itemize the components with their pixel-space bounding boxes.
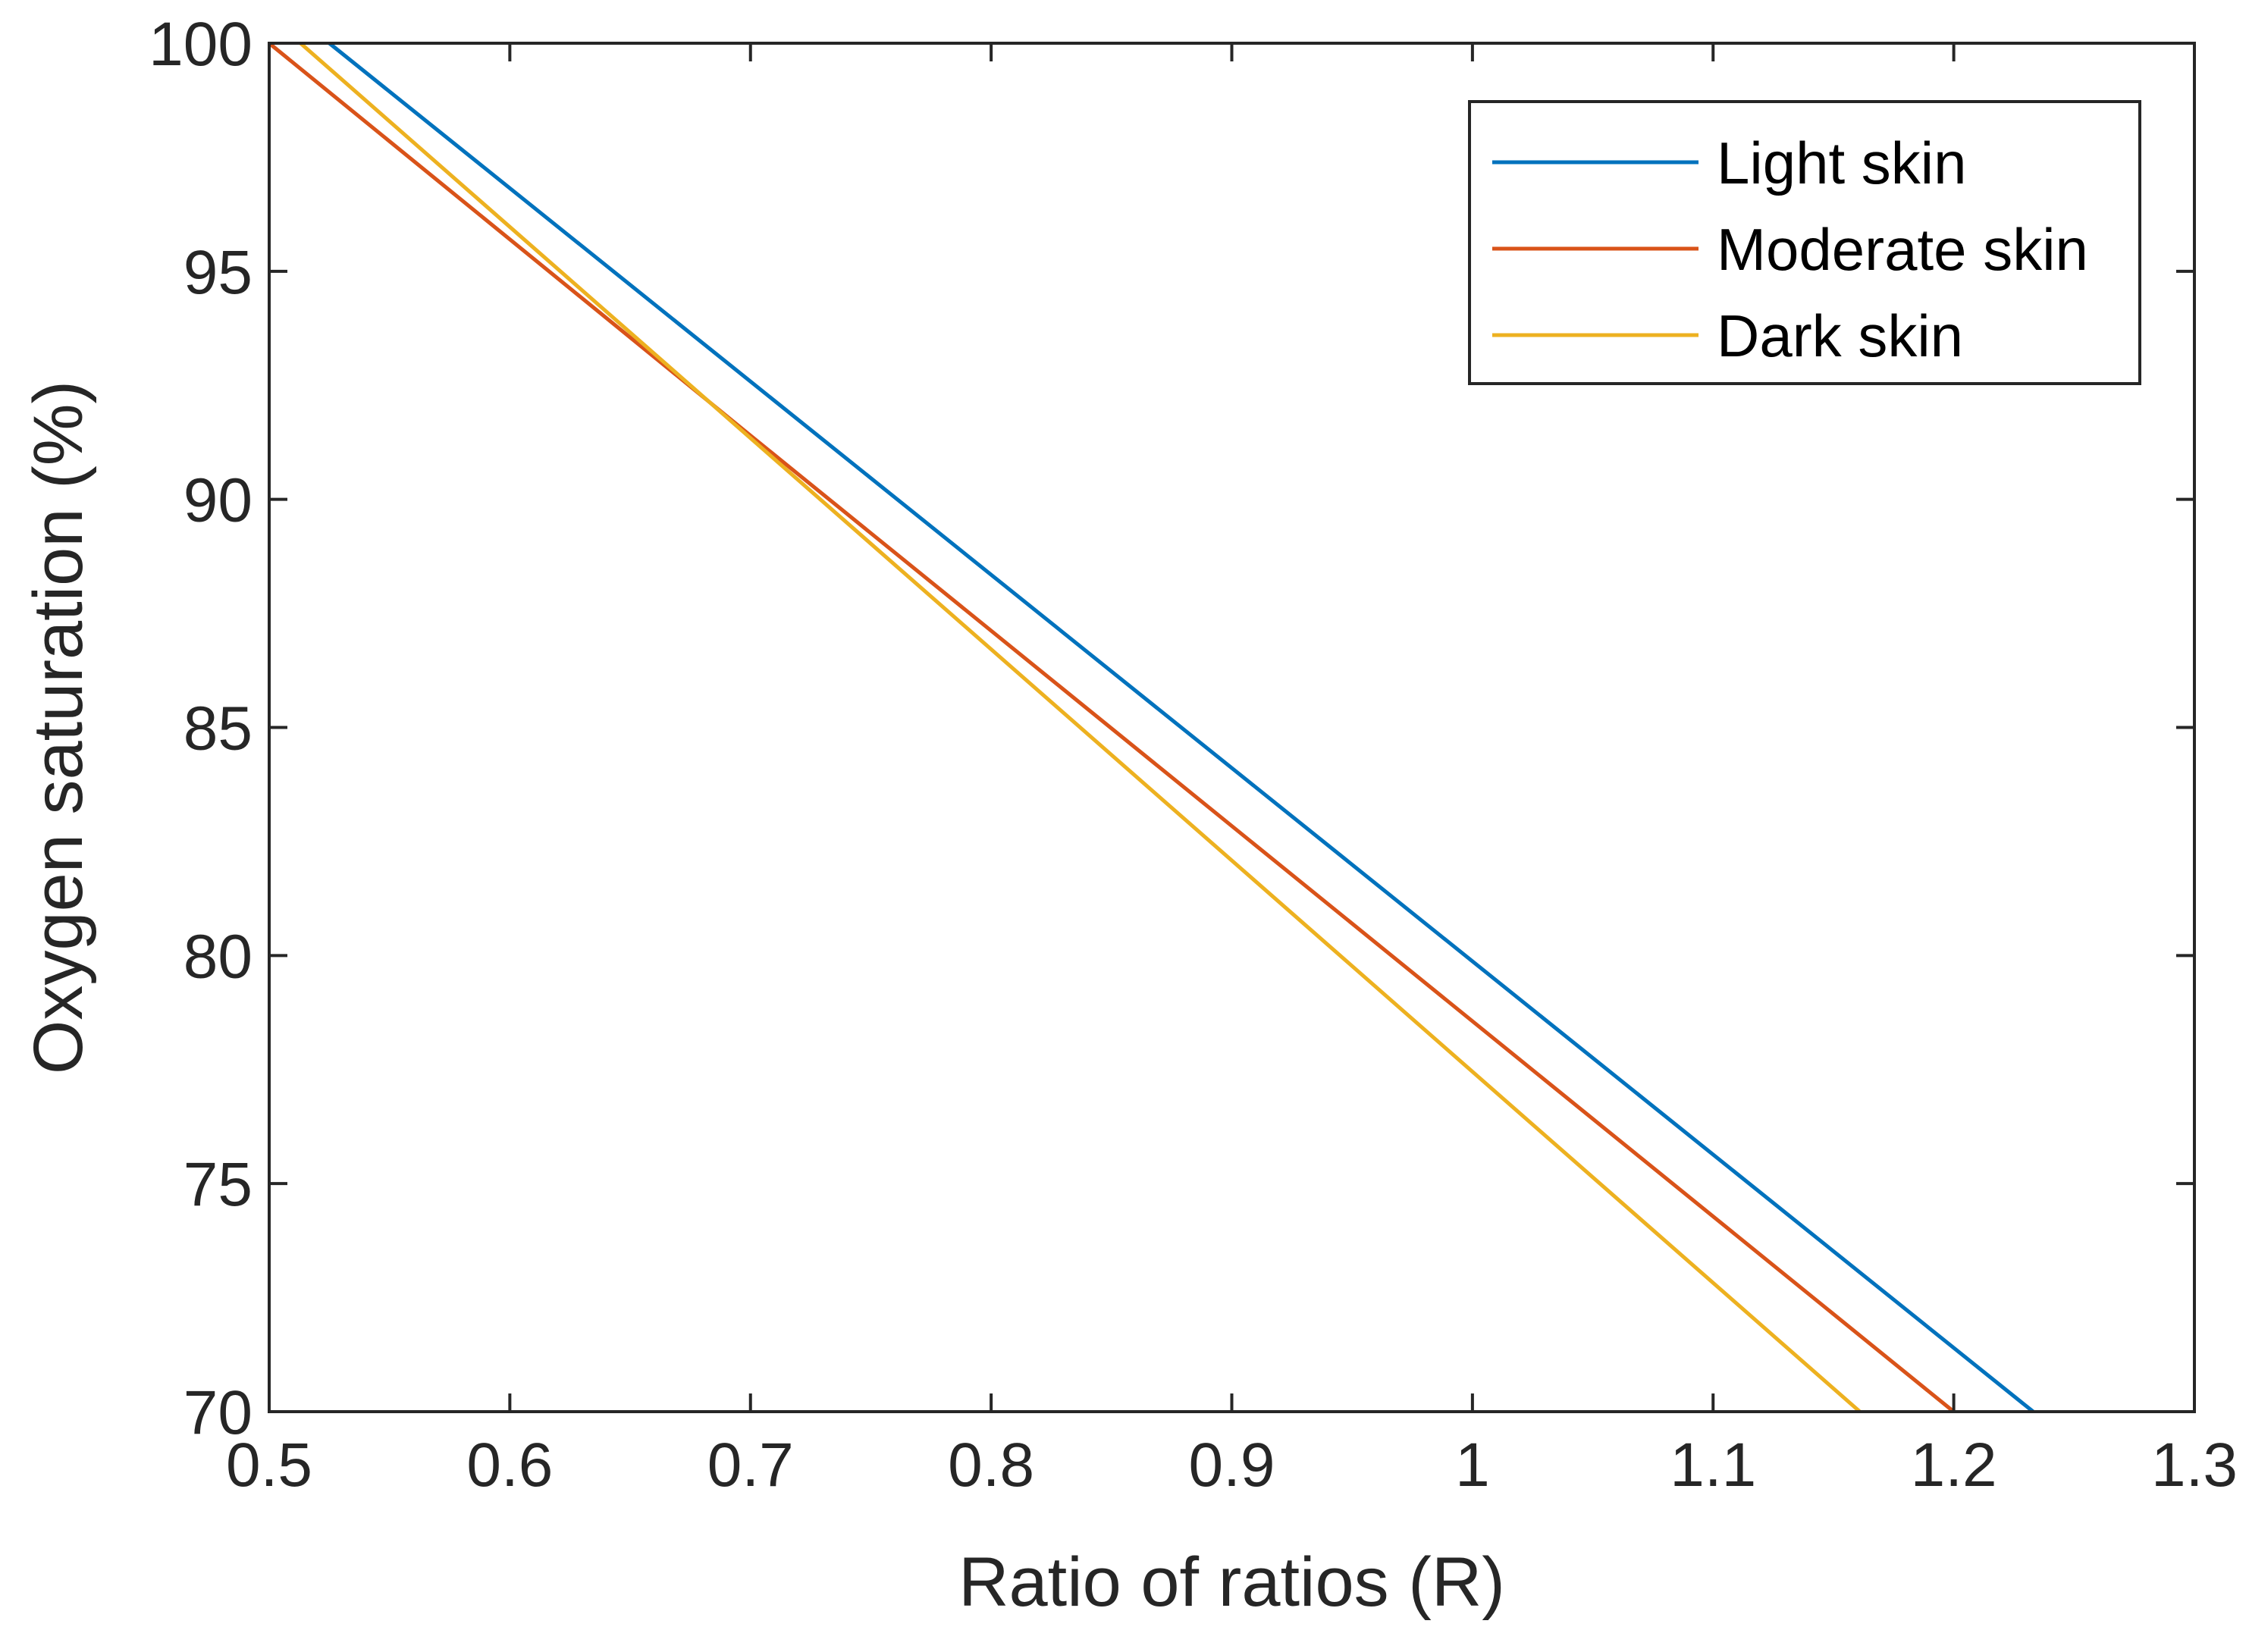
ticks-layer [268,42,2196,1413]
legend-label: Light skin [1717,130,1967,196]
legend: Light skin Moderate skin Dark skin [1468,100,2141,385]
legend-label: Moderate skin [1717,216,2088,283]
y-tick-label: 75 [183,1150,253,1219]
y-tick-label: 95 [183,238,253,307]
y-tick-label: 90 [183,466,253,535]
x-tick-label: 1.1 [1670,1431,1756,1500]
y-axis-title: Oxygen saturation (%) [20,381,97,1074]
series-line-dark-skin [299,42,1862,1413]
x-tick-label: 1 [1455,1431,1490,1500]
y-tick-label: 70 [183,1378,253,1447]
x-tick-label: 1.2 [1911,1431,1997,1500]
x-axis-title: Ratio of ratios (R) [958,1544,1505,1621]
series-layer [268,42,2034,1413]
x-tick-label: 0.8 [948,1431,1034,1500]
x-tick-label: 0.6 [466,1431,553,1500]
x-tick-label: 0.9 [1189,1431,1275,1500]
series-line-moderate-skin [268,42,1956,1413]
x-tick-label: 1.3 [2151,1431,2238,1500]
series-line-light-skin [328,42,2034,1413]
y-tick-label: 80 [183,922,253,991]
legend-label: Dark skin [1717,303,1963,369]
x-tick-label: 0.5 [226,1431,312,1500]
x-tick-label: 0.7 [707,1431,794,1500]
y-tick-label: 85 [183,694,253,763]
tick-labels-layer: 0.5 0.6 0.7 0.8 0.9 1 1.1 1.2 1.3 70 75 80 85 90 95 100 [149,10,2238,1500]
y-tick-label: 100 [149,10,253,79]
